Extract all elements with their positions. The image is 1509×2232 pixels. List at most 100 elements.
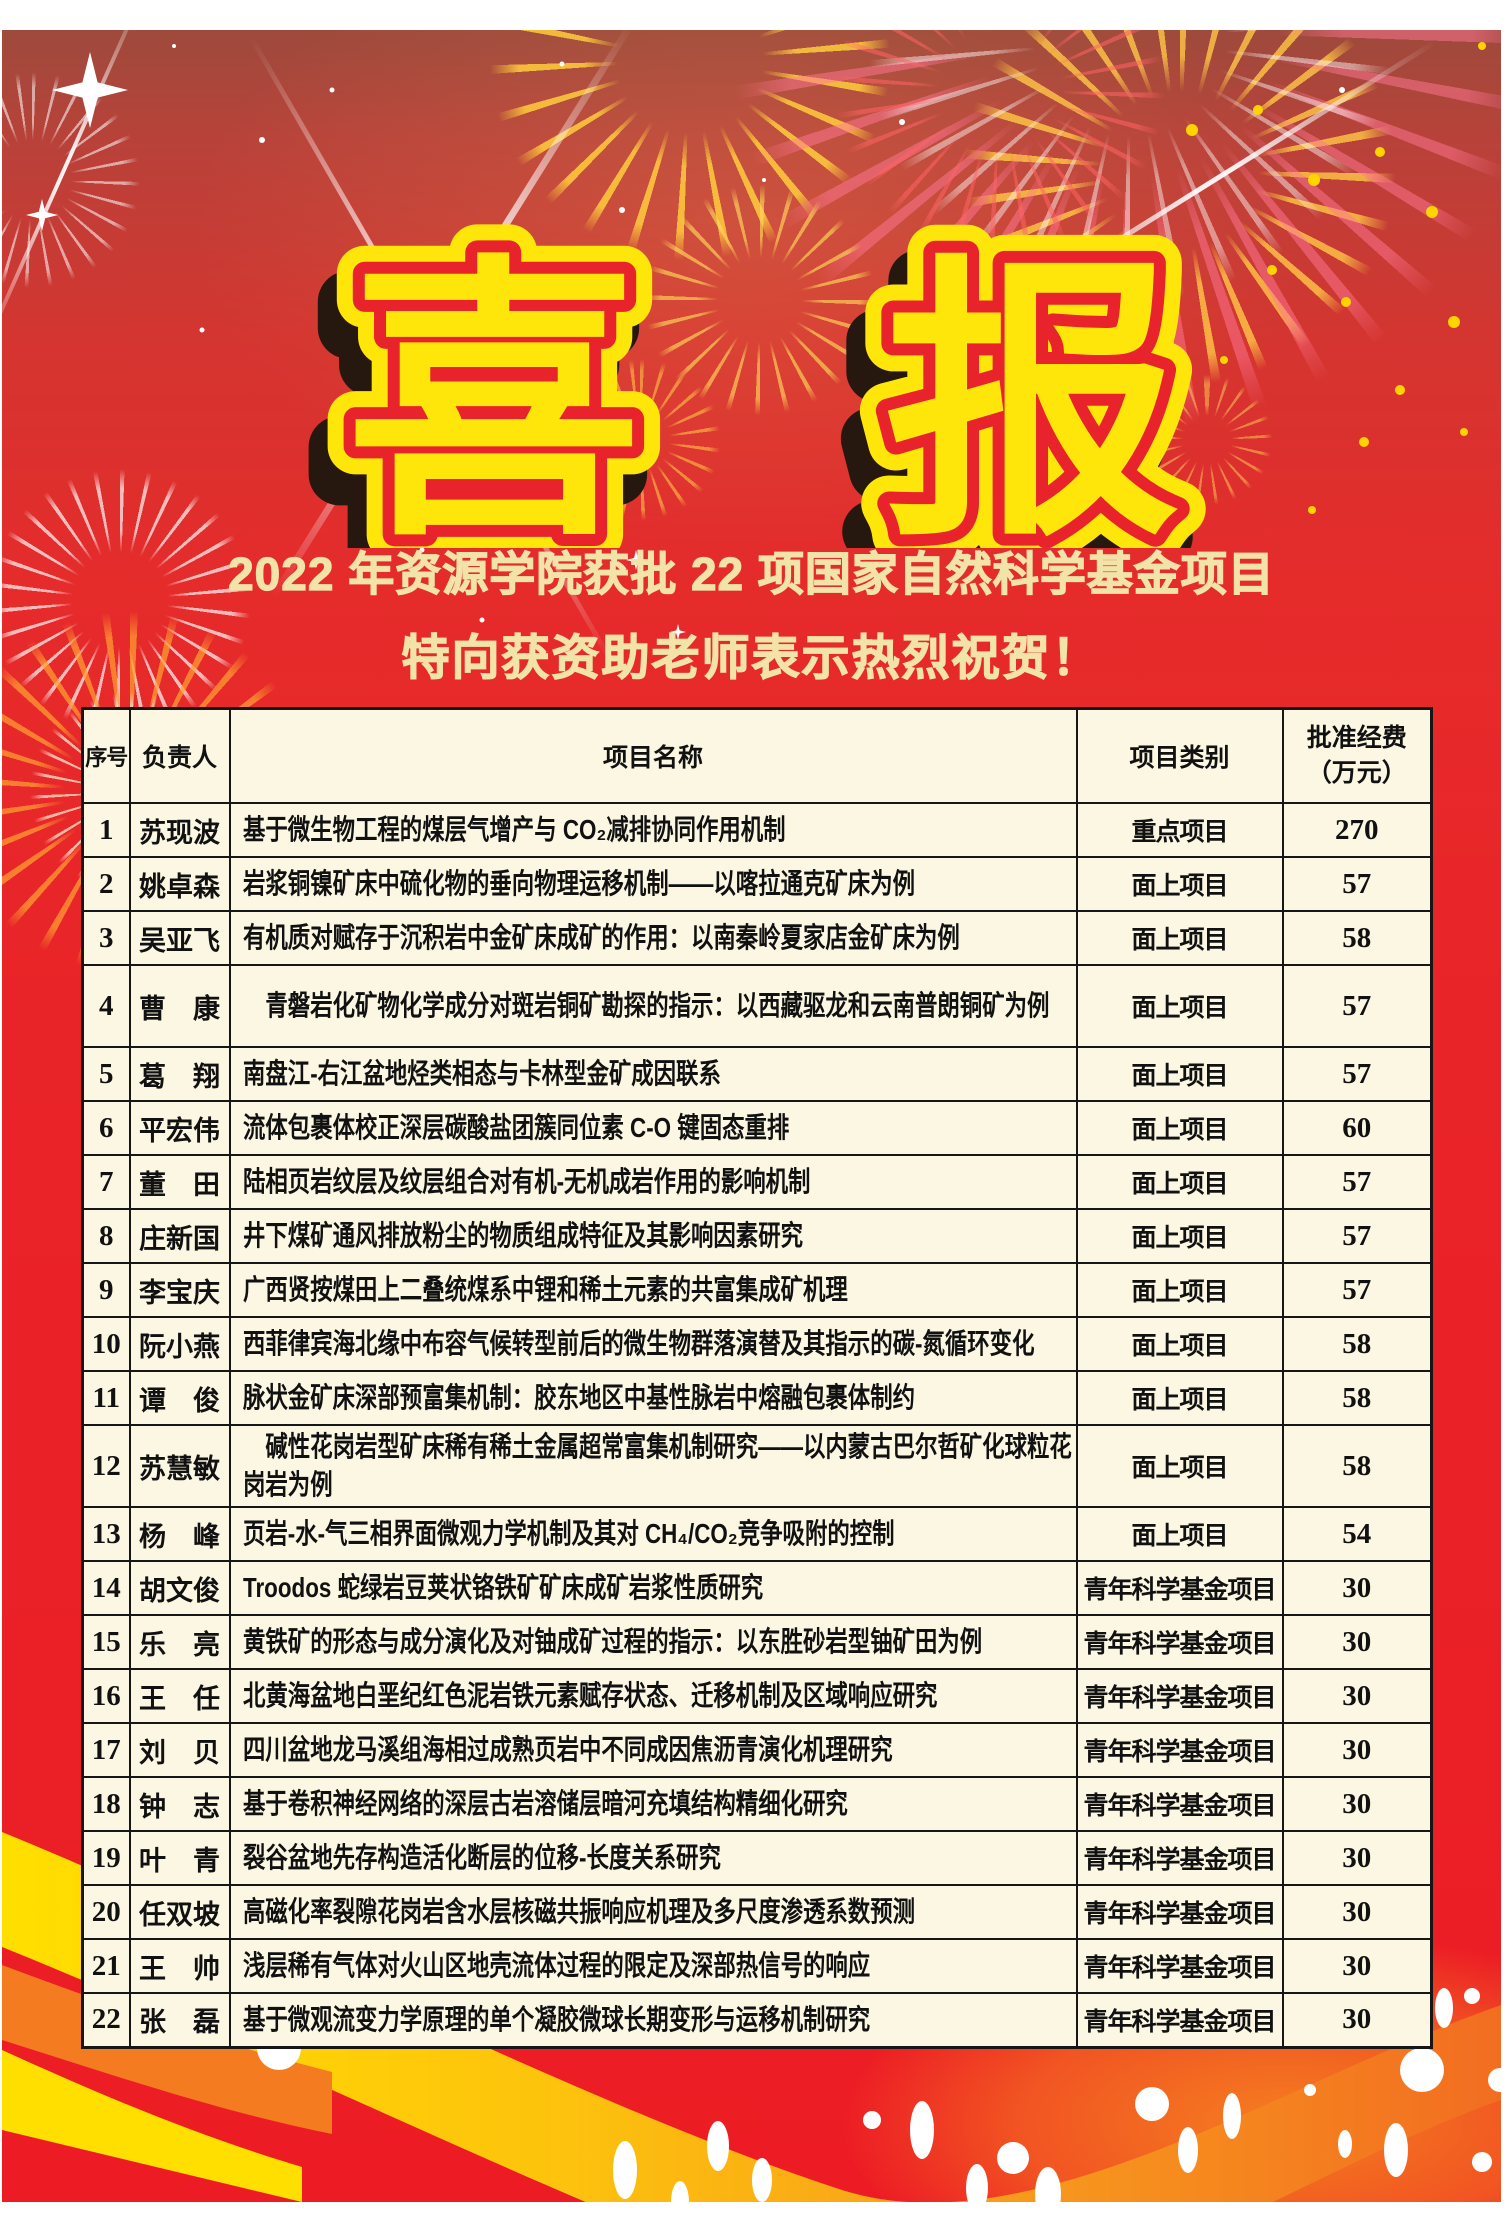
table-row: 22 张 磊 基于微观流变力学原理的单个凝胶微球长期变形与运移机制研究 青年科学… (81, 1992, 1433, 2048)
pi-name-cell: 曹 康 (128, 964, 231, 1048)
project-title-text: 裂谷盆地先存构造活化断层的位移-长度关系研究 (242, 1842, 721, 1874)
row-number-cell: 17 (81, 1722, 131, 1778)
project-title-cell: 碱性花岗岩型矿床稀有稀土金属超常富集机制研究——以内蒙古巴尔哲矿化球粒花岗岩为例 (228, 1424, 1078, 1508)
project-title-text: Troodos 蛇绿岩豆荚状铬铁矿矿床成矿岩浆性质研究 (242, 1572, 763, 1604)
pi-name-cell: 张 磊 (128, 1992, 231, 2048)
table-row: 2 姚卓森 岩浆铜镍矿床中硫化物的垂向物理运移机制——以喀拉通克矿床为例 面上项… (81, 856, 1433, 912)
svg-text:报: 报 (884, 231, 1180, 548)
table-row: 10 阮小燕 西菲律宾海北缘中布容气候转型前后的微生物群落演替及其指示的碳-氮循… (81, 1316, 1433, 1372)
project-category-cell: 青年科学基金项目 (1075, 1992, 1284, 2048)
row-number-cell: 1 (81, 802, 131, 858)
project-category-cell: 青年科学基金项目 (1075, 1776, 1284, 1832)
row-number-cell: 15 (81, 1614, 131, 1670)
project-title-cell: 青磐岩化矿物化学成分对斑岩铜矿勘探的指示：以西藏驱龙和云南普朗铜矿为例 (228, 964, 1078, 1048)
table-row: 5 葛 翔 南盘江-右江盆地烃类相态与卡林型金矿成因联系 面上项目 57 (81, 1046, 1433, 1102)
funding-amount-cell: 54 (1281, 1506, 1433, 1562)
pi-name-cell: 乐 亮 (128, 1614, 231, 1670)
row-number-cell: 3 (81, 910, 131, 966)
title-shadow: 喜 报 (299, 228, 1195, 548)
row-number-cell: 22 (81, 1992, 131, 2048)
title-outer-outline: 喜 报 (318, 203, 1208, 548)
table-row: 13 杨 峰 页岩-水-气三相界面微观力学机制及其对 CH₄/CO₂竞争吸附的控… (81, 1506, 1433, 1562)
project-category-cell: 青年科学基金项目 (1075, 1668, 1284, 1724)
sparkle-star (577, 475, 603, 501)
row-number-cell: 6 (81, 1100, 131, 1156)
row-number-cell: 11 (81, 1370, 131, 1426)
project-category-cell: 青年科学基金项目 (1075, 1938, 1284, 1994)
project-title-cell: 基于微生物工程的煤层气增产与 CO₂减排协同作用机制 (228, 802, 1078, 858)
firework-burst (610, 150, 910, 450)
project-category-cell: 面上项目 (1075, 910, 1284, 966)
svg-text:喜: 喜 (346, 231, 642, 548)
project-title-text: 基于微观流变力学原理的单个凝胶微球长期变形与运移机制研究 (242, 2003, 870, 2035)
row-number-cell: 14 (81, 1560, 131, 1616)
table-row: 9 李宝庆 广西贤按煤田上二叠统煤系中锂和稀土元素的共富集成矿机理 面上项目 5… (81, 1262, 1433, 1318)
funding-amount-cell: 57 (1281, 856, 1433, 912)
table-row: 16 王 任 北黄海盆地白垩纪红色泥岩铁元素赋存状态、迁移机制及区域响应研究 青… (81, 1668, 1433, 1724)
funding-amount-cell: 57 (1281, 1208, 1433, 1264)
table-row: 11 谭 俊 脉状金矿床深部预富集机制：胶东地区中基性脉岩中熔融包裹体制约 面上… (81, 1370, 1433, 1426)
row-number-cell: 18 (81, 1776, 131, 1832)
row-number-cell: 8 (81, 1208, 131, 1264)
project-title-cell: 北黄海盆地白垩纪红色泥岩铁元素赋存状态、迁移机制及区域响应研究 (228, 1668, 1078, 1724)
funding-amount-cell: 58 (1281, 1424, 1433, 1508)
table-row: 15 乐 亮 黄铁矿的形态与成分演化及对铀成矿过程的指示：以东胜砂岩型铀矿田为例… (81, 1614, 1433, 1670)
firework-burst (2, 40, 172, 320)
title-fill: 喜 报 (346, 231, 1180, 548)
project-title-cell: 浅层稀有气体对火山区地壳流体过程的限定及深部热信号的响应 (228, 1938, 1078, 1994)
row-number-cell: 7 (81, 1154, 131, 1210)
project-category-cell: 面上项目 (1075, 856, 1284, 912)
pi-name-cell: 阮小燕 (128, 1316, 231, 1372)
project-category-cell: 青年科学基金项目 (1075, 1884, 1284, 1940)
project-title-cell: 陆相页岩纹层及纹层组合对有机-无机成岩作用的影响机制 (228, 1154, 1078, 1210)
project-title-cell: 高磁化率裂隙花岗岩含水层核磁共振响应机理及多尺度渗透系数预测 (228, 1884, 1078, 1940)
project-title-cell: 基于微观流变力学原理的单个凝胶微球长期变形与运移机制研究 (228, 1992, 1078, 2048)
project-title-text: 北黄海盆地白垩纪红色泥岩铁元素赋存状态、迁移机制及区域响应研究 (242, 1680, 937, 1712)
firework-burst (430, 30, 950, 320)
project-title-text: 有机质对赋存于沉积岩中金矿床成矿的作用：以南秦岭夏家店金矿床为例 (242, 922, 960, 954)
project-title-text: 井下煤矿通风排放粉尘的物质组成特征及其影响因素研究 (242, 1220, 803, 1252)
project-title-text: 青磐岩化矿物化学成分对斑岩铜矿勘探的指示：以西藏驱龙和云南普朗铜矿为例 (242, 990, 1049, 1022)
project-category-cell: 面上项目 (1075, 1370, 1284, 1426)
pi-name-cell: 王 帅 (128, 1938, 231, 1994)
project-title-cell: 页岩-水-气三相界面微观力学机制及其对 CH₄/CO₂竞争吸附的控制 (228, 1506, 1078, 1562)
table-row: 20 任双坡 高磁化率裂隙花岗岩含水层核磁共振响应机理及多尺度渗透系数预测 青年… (81, 1884, 1433, 1940)
project-category-cell: 面上项目 (1075, 1154, 1284, 1210)
funding-amount-cell: 57 (1281, 1154, 1433, 1210)
row-number-cell: 2 (81, 856, 131, 912)
firework-burst (790, 30, 1470, 380)
pi-name-cell: 姚卓森 (128, 856, 231, 912)
funding-amount-cell: 30 (1281, 1614, 1433, 1670)
funding-amount-cell: 30 (1281, 1722, 1433, 1778)
funding-amount-cell: 57 (1281, 964, 1433, 1048)
pi-name-cell: 谭 俊 (128, 1370, 231, 1426)
table-row: 17 刘 贝 四川盆地龙马溪组海相过成熟页岩中不同成因焦沥青演化机理研究 青年科… (81, 1722, 1433, 1778)
col-header-category: 项目类别 (1075, 707, 1284, 804)
table-row: 12 苏慧敏 碱性花岗岩型矿床稀有稀土金属超常富集机制研究——以内蒙古巴尔哲矿化… (81, 1424, 1433, 1508)
grants-table: 序号 负责人 项目名称 项目类别 批准经费 （万元） 1 苏现波 基于微生物工程… (81, 707, 1433, 2049)
project-title-cell: 脉状金矿床深部预富集机制：胶东地区中基性脉岩中熔融包裹体制约 (228, 1370, 1078, 1426)
project-title-cell: 流体包裹体校正深层碳酸盐团簇同位素 C-O 键固态重排 (228, 1100, 1078, 1156)
project-title-text: 黄铁矿的形态与成分演化及对铀成矿过程的指示：以东胜砂岩型铀矿田为例 (242, 1626, 982, 1658)
title-red-outline: 喜 报 (334, 219, 1192, 548)
project-category-cell: 面上项目 (1075, 1100, 1284, 1156)
light-beam (269, 30, 636, 601)
project-title-cell: 岩浆铜镍矿床中硫化物的垂向物理运移机制——以喀拉通克矿床为例 (228, 856, 1078, 912)
funding-amount-cell: 58 (1281, 1316, 1433, 1372)
funding-amount-cell: 30 (1281, 1830, 1433, 1886)
funding-amount-cell: 270 (1281, 802, 1433, 858)
pi-name-cell: 杨 峰 (128, 1506, 231, 1562)
pi-name-cell: 钟 志 (128, 1776, 231, 1832)
row-number-cell: 16 (81, 1668, 131, 1724)
project-title-cell: 西菲律宾海北缘中布容气候转型前后的微生物群落演替及其指示的碳-氮循环变化 (228, 1316, 1078, 1372)
col-header-funding-line1: 批准经费 (1306, 724, 1407, 752)
svg-text:喜: 喜 (346, 231, 642, 548)
poster-title: 喜 报 喜 报 喜 报 喜 报 (299, 203, 1208, 548)
project-title-text: 南盘江-右江盆地烃类相态与卡林型金矿成因联系 (242, 1058, 721, 1090)
pi-name-cell: 胡文俊 (128, 1560, 231, 1616)
project-category-cell: 面上项目 (1075, 1262, 1284, 1318)
col-header-funding: 批准经费 （万元） (1281, 707, 1433, 804)
project-title-text: 西菲律宾海北缘中布容气候转型前后的微生物群落演替及其指示的碳-氮循环变化 (242, 1328, 1034, 1360)
row-number-cell: 20 (81, 1884, 131, 1940)
funding-amount-cell: 60 (1281, 1100, 1433, 1156)
